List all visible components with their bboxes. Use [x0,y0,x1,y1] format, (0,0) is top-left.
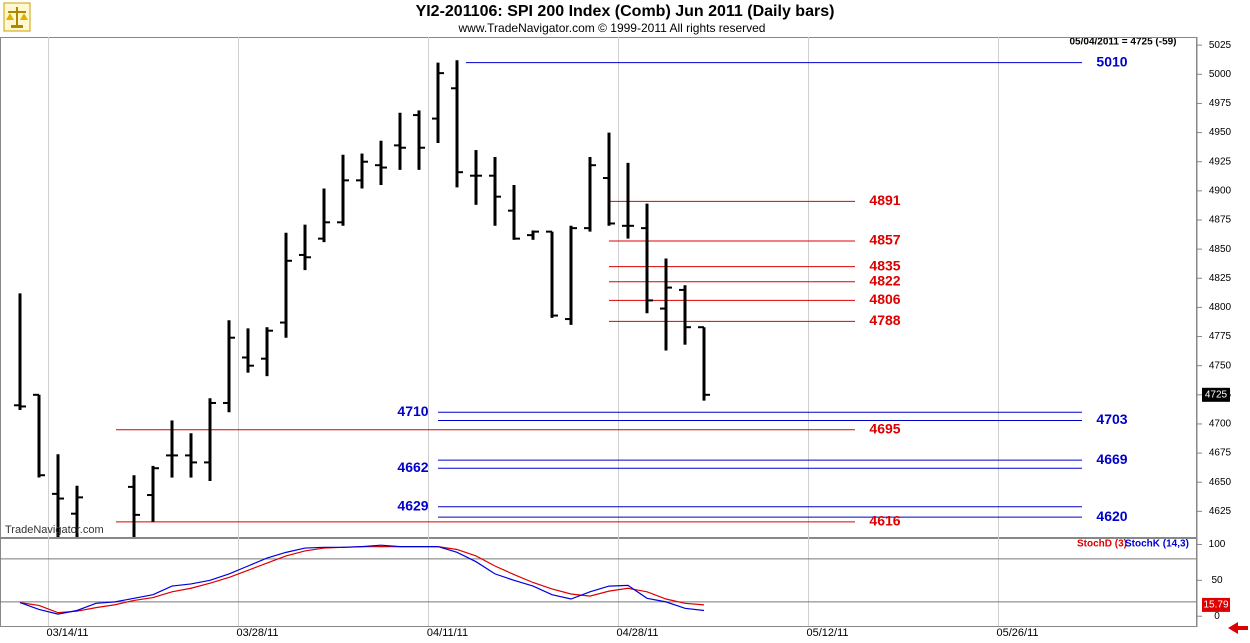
last-price-badge [1202,387,1230,402]
price-plot [14,60,1082,537]
grid [48,37,999,626]
y-tick-label: 4875 [1209,215,1232,226]
y-tick-label: 4750 [1209,360,1232,371]
x-tick-label: 05/12/11 [806,627,848,639]
y-tick-label: 4925 [1209,156,1232,167]
y-tick-label: 4900 [1209,185,1232,196]
y-tick-label: 4650 [1209,477,1232,488]
stoch-plot [0,544,1197,615]
legend-entry: StochD (3) [1077,539,1127,550]
level-label: 4806 [869,291,900,307]
y-tick-label: 5000 [1209,69,1232,80]
y-tick-label: 4700 [1209,419,1232,430]
level-label: 4822 [869,272,900,288]
level-label: 4620 [1096,508,1127,524]
y-tick-label: 4775 [1209,331,1232,342]
y-tick-label: 5025 [1209,40,1232,51]
app-icon [3,2,31,32]
y-tick-label: 4625 [1209,506,1232,517]
level-label: 4891 [869,192,900,208]
level-label: 4662 [397,459,428,475]
level-label: 4710 [397,403,428,419]
chart-subtitle: www.TradeNavigator.com © 1999-2011 All r… [458,21,766,35]
y-tick-label: 4825 [1209,273,1232,284]
y-tick-label: 4950 [1209,127,1232,138]
scroll-arrow[interactable] [1228,622,1248,634]
level-label: 5010 [1096,53,1127,69]
chart-title: YI2-201106: SPI 200 Index (Comb) Jun 201… [416,3,835,20]
quote: 05/04/2011 = 4725 (-59) [1069,37,1176,48]
x-tick-label: 03/28/11 [236,627,278,639]
y-tick-label: 100 [1209,539,1226,550]
level-label: 4629 [397,497,428,513]
y-tick-label: 4975 [1209,98,1232,109]
axes: 03/14/11 03/28/11 04/11/11 04/28/11 05/12/11… [46,37,1232,639]
x-tick-label: 04/28/11 [616,627,658,639]
level-label: 4835 [869,257,900,273]
level-label: 4857 [869,232,900,248]
y-tick-label: 0 [1214,611,1220,622]
level-label: 4695 [869,420,900,436]
last-value-label: 15.79 [1203,600,1228,611]
level-label: 4703 [1096,411,1127,427]
y-tick-label: 50 [1211,575,1223,586]
x-tick-label: 03/14/11 [46,627,88,639]
last-price-label: 4725 [1205,389,1228,400]
level-label: 4788 [869,312,900,328]
watermark: TradeNavigator.com [5,524,104,536]
legend-entry: StochK (14,3) [1125,539,1189,550]
level-label: 4616 [869,513,900,529]
last-value-badge [1202,597,1230,612]
x-tick-label: 04/11/11 [427,627,468,639]
y-tick-label: 4800 [1209,302,1232,313]
y-tick-label: 4850 [1209,244,1232,255]
stoch-line [19,544,705,615]
y-tick-label: 4675 [1209,448,1232,459]
level-label: 4669 [1096,451,1127,467]
x-tick-label: 05/26/11 [996,627,1038,639]
